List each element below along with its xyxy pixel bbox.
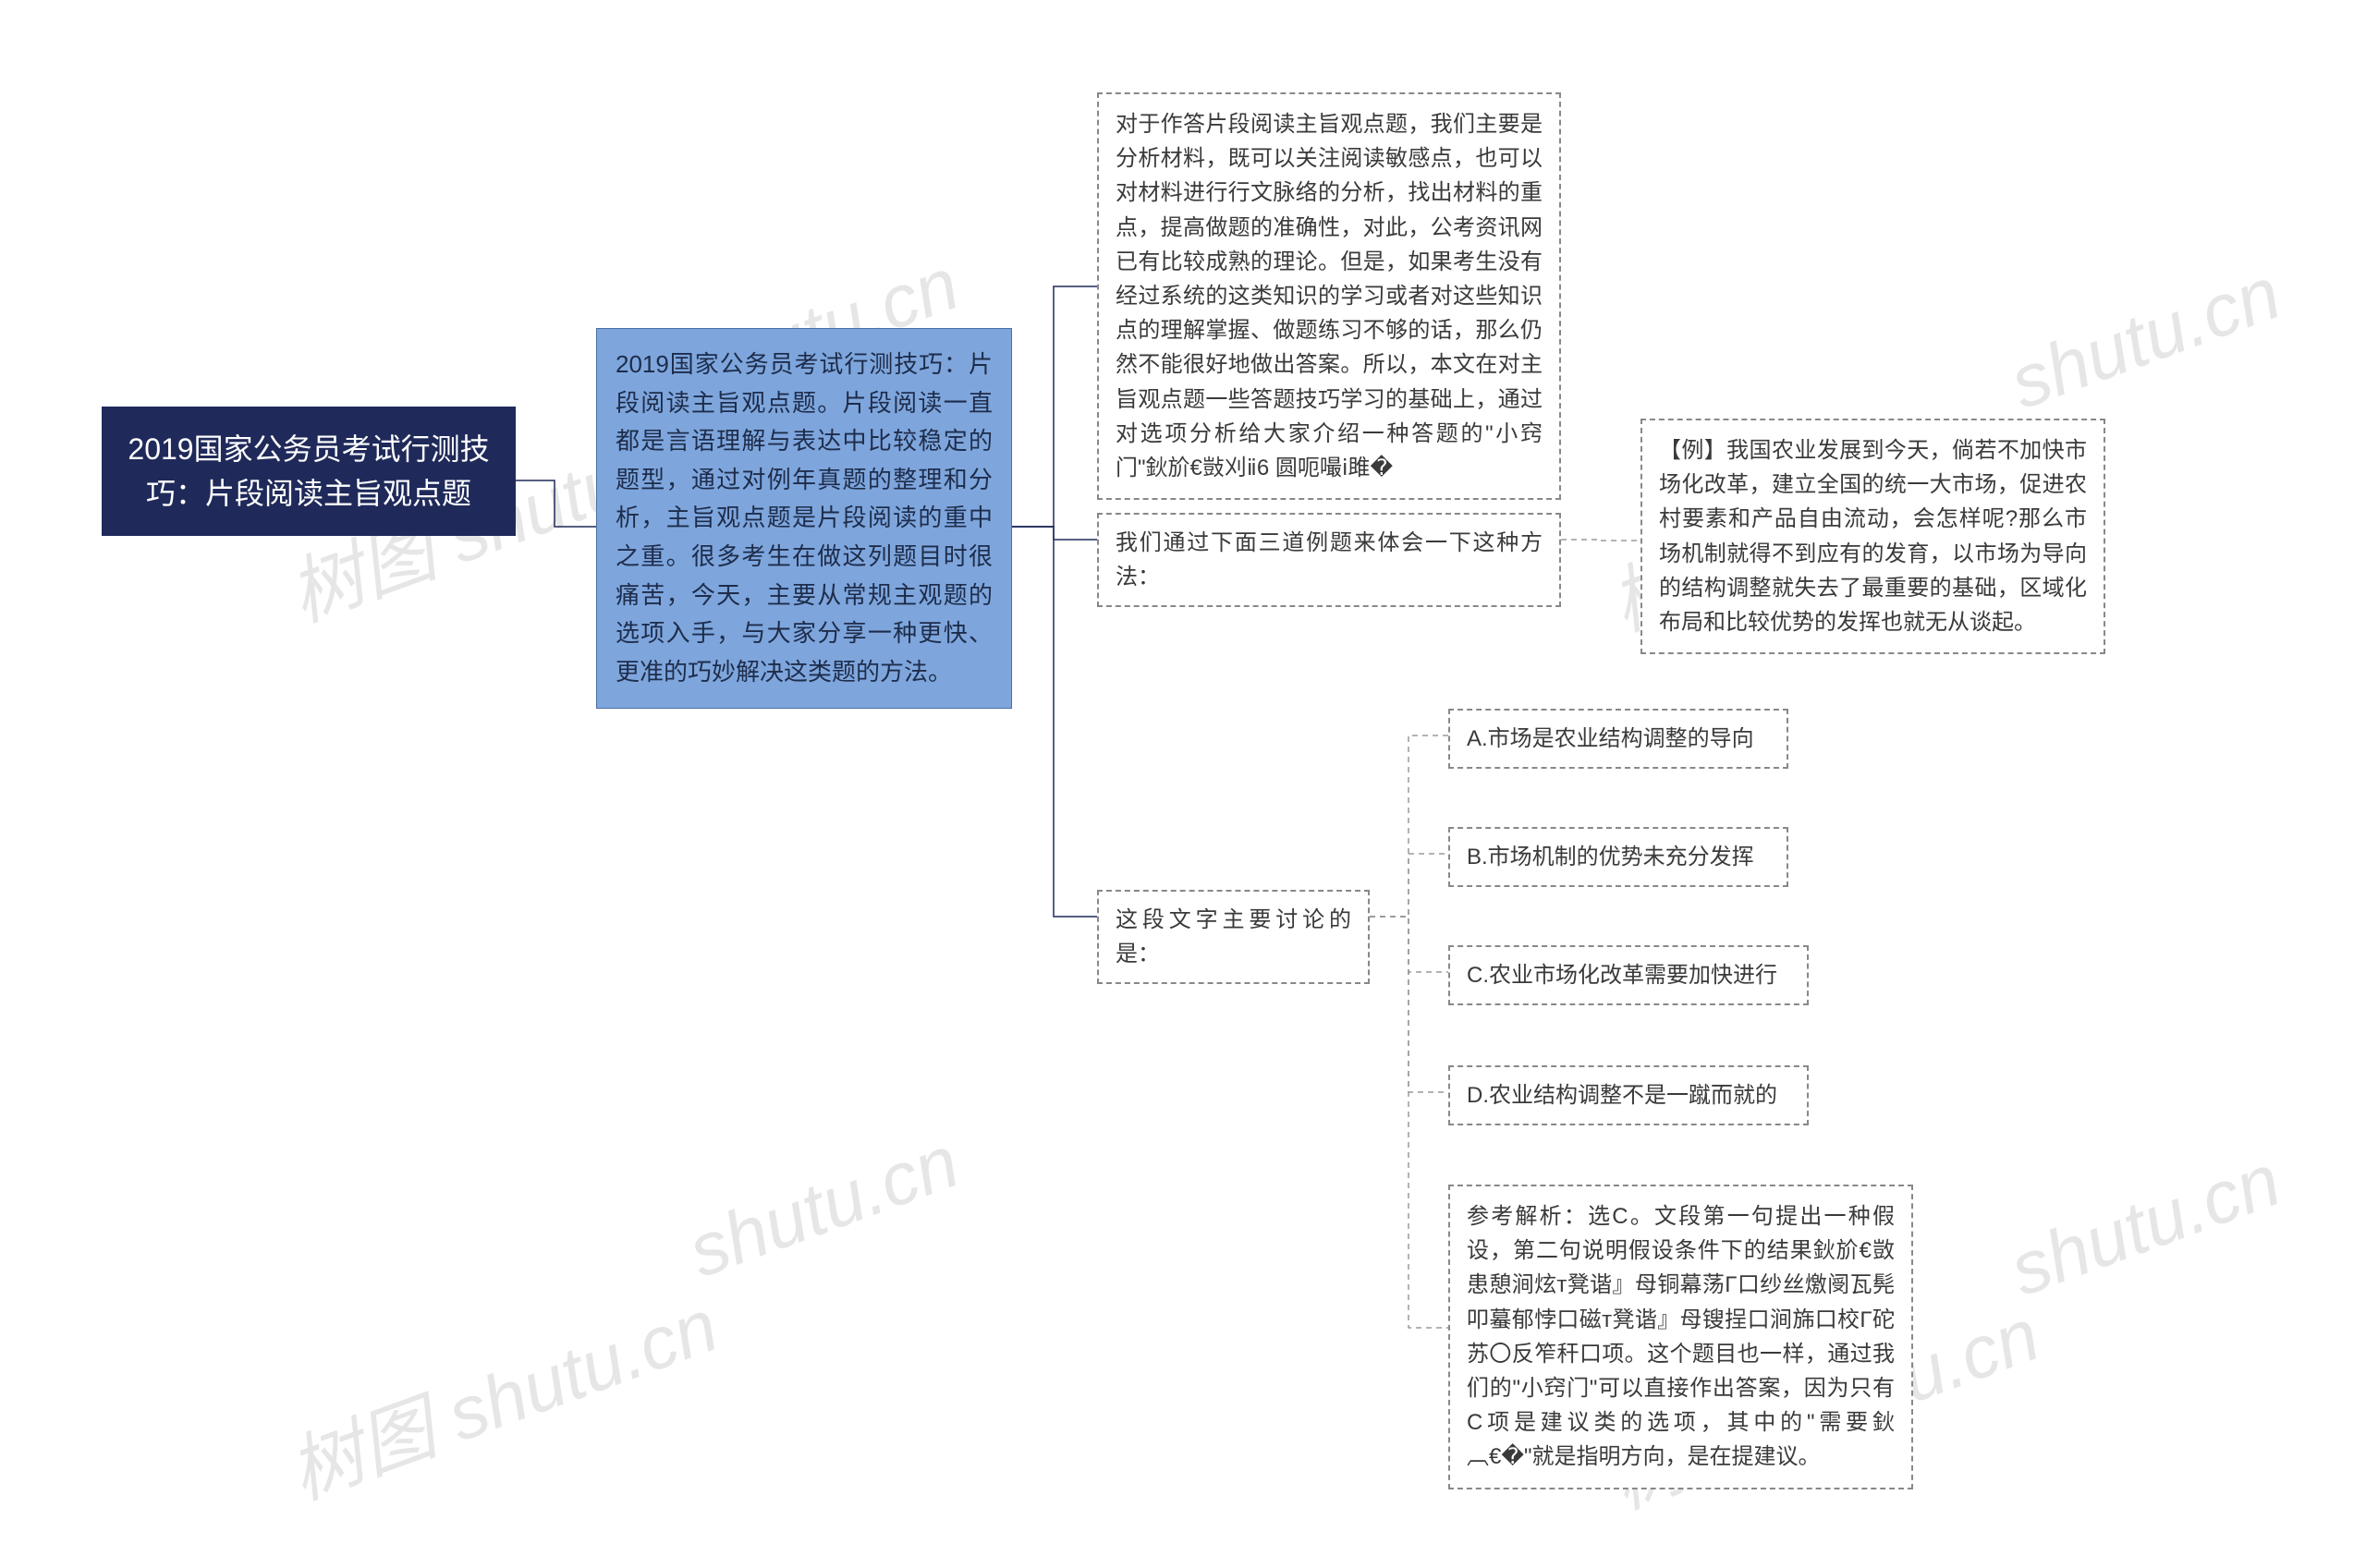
question-node: 这段文字主要讨论的是： bbox=[1097, 890, 1370, 984]
option-c: C.农业市场化改革需要加快进行 bbox=[1448, 945, 1809, 1005]
mindmap-canvas: 2019国家公务员考试行测技巧：片段阅读主旨观点题 2019国家公务员考试行测技… bbox=[0, 0, 2366, 1568]
example-node: 【例】我国农业发展到今天，倘若不加快市场化改革，建立全国的统一大市场，促进农村要… bbox=[1640, 419, 2105, 654]
method-node: 我们通过下面三道例题来体会一下这种方法： bbox=[1097, 513, 1561, 607]
option-a: A.市场是农业结构调整的导向 bbox=[1448, 709, 1788, 769]
summary-node: 2019国家公务员考试行测技巧：片段阅读主旨观点题。片段阅读一直都是言语理解与表… bbox=[596, 328, 1012, 709]
root-node: 2019国家公务员考试行测技巧：片段阅读主旨观点题 bbox=[102, 407, 516, 536]
option-b: B.市场机制的优势未充分发挥 bbox=[1448, 827, 1788, 887]
intro-node: 对于作答片段阅读主旨观点题，我们主要是分析材料，既可以关注阅读敏感点，也可以对材… bbox=[1097, 92, 1561, 500]
answer-node: 参考解析：选C。文段第一句提出一种假设，第二句说明假设条件下的结果鈥斺€敳患憩涧… bbox=[1448, 1185, 1913, 1489]
option-d: D.农业结构调整不是一蹴而就的 bbox=[1448, 1065, 1809, 1125]
